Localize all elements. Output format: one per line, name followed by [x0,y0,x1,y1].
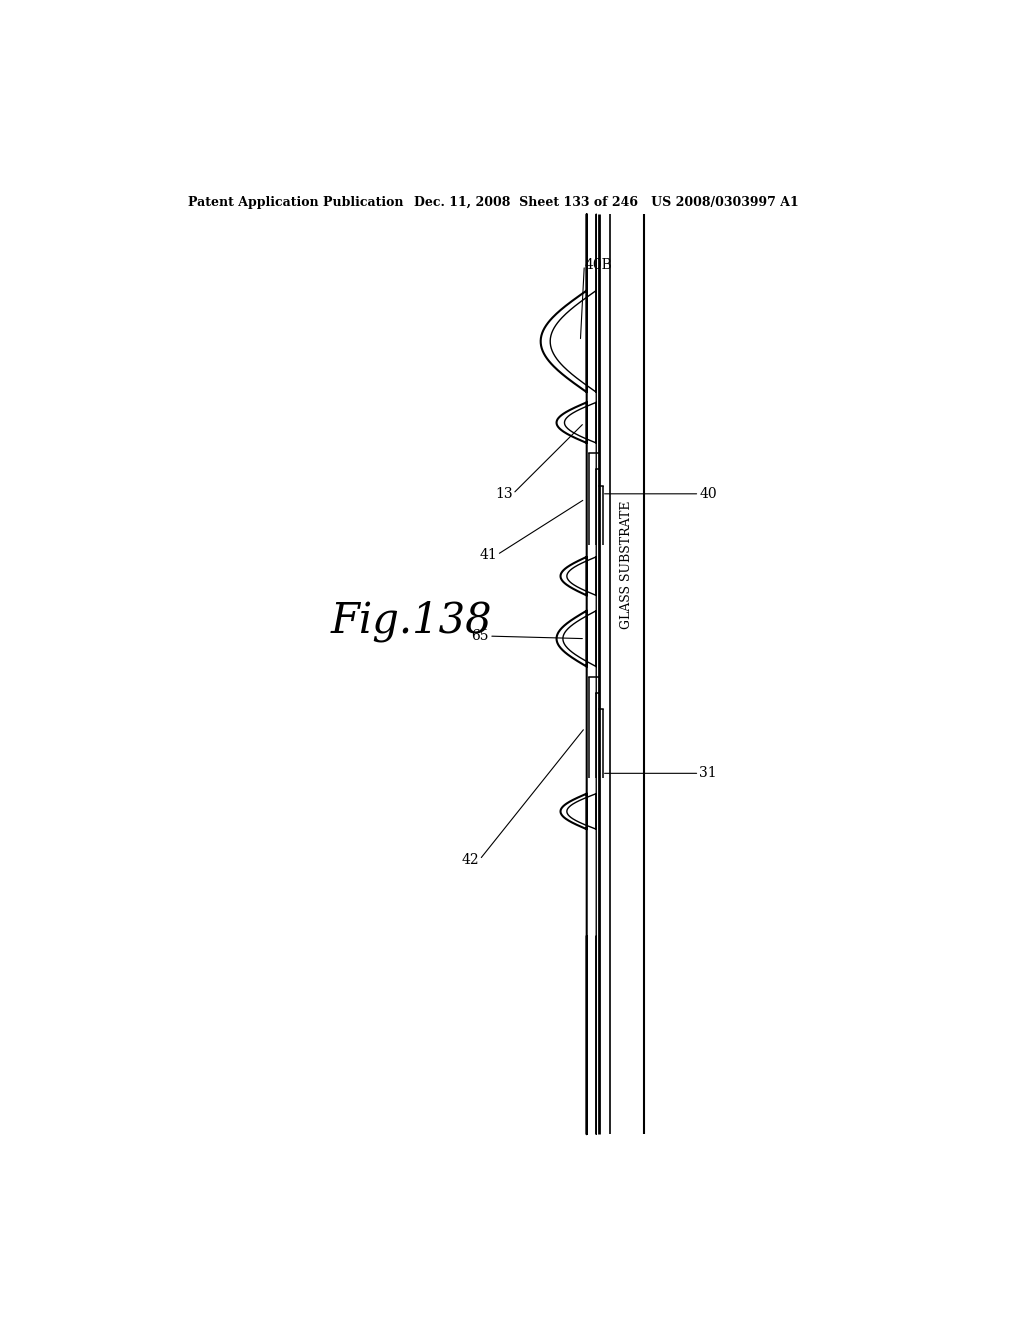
Text: GLASS SUBSTRATE: GLASS SUBSTRATE [621,500,633,630]
Text: 31: 31 [699,767,717,780]
Text: 13: 13 [496,487,513,500]
Text: 42: 42 [462,853,479,867]
Text: 40: 40 [699,487,717,500]
Text: Patent Application Publication: Patent Application Publication [187,195,403,209]
Text: 41: 41 [479,548,497,562]
Text: 40B: 40B [585,259,612,272]
Text: 65: 65 [472,630,489,643]
Text: Fig.138: Fig.138 [331,599,492,642]
Text: Dec. 11, 2008  Sheet 133 of 246   US 2008/0303997 A1: Dec. 11, 2008 Sheet 133 of 246 US 2008/0… [414,195,799,209]
